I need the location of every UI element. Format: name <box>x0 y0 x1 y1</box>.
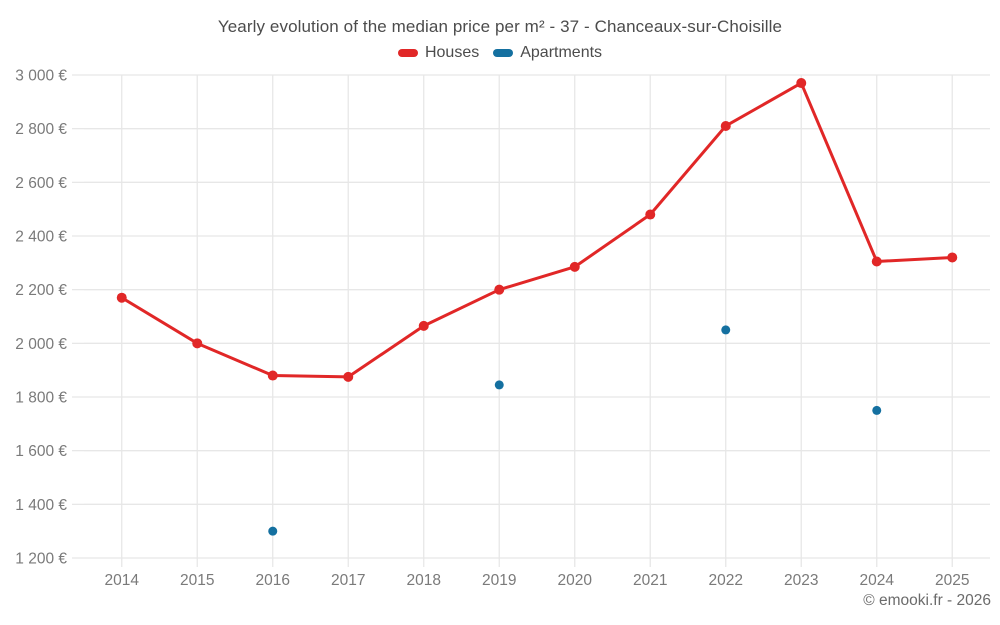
y-axis-tick-label: 3 000 € <box>15 68 67 85</box>
y-axis-tick-label: 1 400 € <box>15 497 67 514</box>
legend: Houses Apartments <box>0 44 1000 62</box>
x-axis-tick-label: 2023 <box>784 572 818 589</box>
legend-item-houses[interactable]: Houses <box>397 44 480 62</box>
y-axis-tick-label: 1 600 € <box>15 443 67 460</box>
houses-point-2024[interactable] <box>871 256 882 267</box>
y-axis-tick-label: 2 200 € <box>15 282 67 299</box>
houses-point-2025[interactable] <box>947 252 958 263</box>
houses-point-2016[interactable] <box>267 370 278 381</box>
x-axis-tick-label: 2021 <box>633 572 667 589</box>
x-axis-tick-label: 2015 <box>180 572 214 589</box>
x-axis-tick-label: 2025 <box>935 572 969 589</box>
footer-credit: © emooki.fr - 2026 <box>863 592 991 609</box>
x-axis-tick-label: 2022 <box>709 572 743 589</box>
houses-point-2014[interactable] <box>116 292 127 303</box>
houses-series-swatch-icon <box>397 49 418 57</box>
apartments-point-2016[interactable] <box>268 526 278 536</box>
houses-point-2015[interactable] <box>192 338 203 349</box>
y-axis-tick-label: 2 400 € <box>15 229 67 246</box>
apartments-point-2019[interactable] <box>494 380 504 390</box>
y-axis-tick-label: 1 800 € <box>15 390 67 407</box>
houses-point-2018[interactable] <box>418 320 429 331</box>
apartments-point-2024[interactable] <box>872 405 882 415</box>
legend-label-houses: Houses <box>424 44 480 61</box>
x-axis-tick-label: 2019 <box>482 572 516 589</box>
x-axis-tick-label: 2018 <box>407 572 441 589</box>
x-axis-tick-label: 2020 <box>558 572 593 589</box>
apartments-point-2022[interactable] <box>721 325 731 335</box>
houses-point-2020[interactable] <box>569 261 580 272</box>
y-axis-tick-label: 2 000 € <box>15 336 67 353</box>
houses-line <box>120 81 954 379</box>
houses-point-2023[interactable] <box>796 78 807 89</box>
legend-item-apartments[interactable]: Apartments <box>493 44 602 62</box>
houses-point-2021[interactable] <box>645 209 656 220</box>
legend-label-apartments: Apartments <box>520 44 603 61</box>
apartments-series-swatch-icon <box>493 49 514 57</box>
houses-point-2022[interactable] <box>720 120 731 131</box>
x-axis-tick-label: 2016 <box>256 572 290 589</box>
x-axis-tick-label: 2017 <box>331 572 365 589</box>
chart-title: Yearly evolution of the median price per… <box>217 17 783 36</box>
x-axis-tick-label: 2024 <box>860 572 895 589</box>
x-axis-tick-label: 2014 <box>105 572 140 589</box>
y-axis-tick-label: 2 800 € <box>15 121 67 138</box>
houses-point-2017[interactable] <box>343 371 354 382</box>
y-axis-tick-label: 2 600 € <box>15 175 67 192</box>
y-axis-tick-label: 1 200 € <box>15 551 67 568</box>
houses-point-2019[interactable] <box>494 284 505 295</box>
